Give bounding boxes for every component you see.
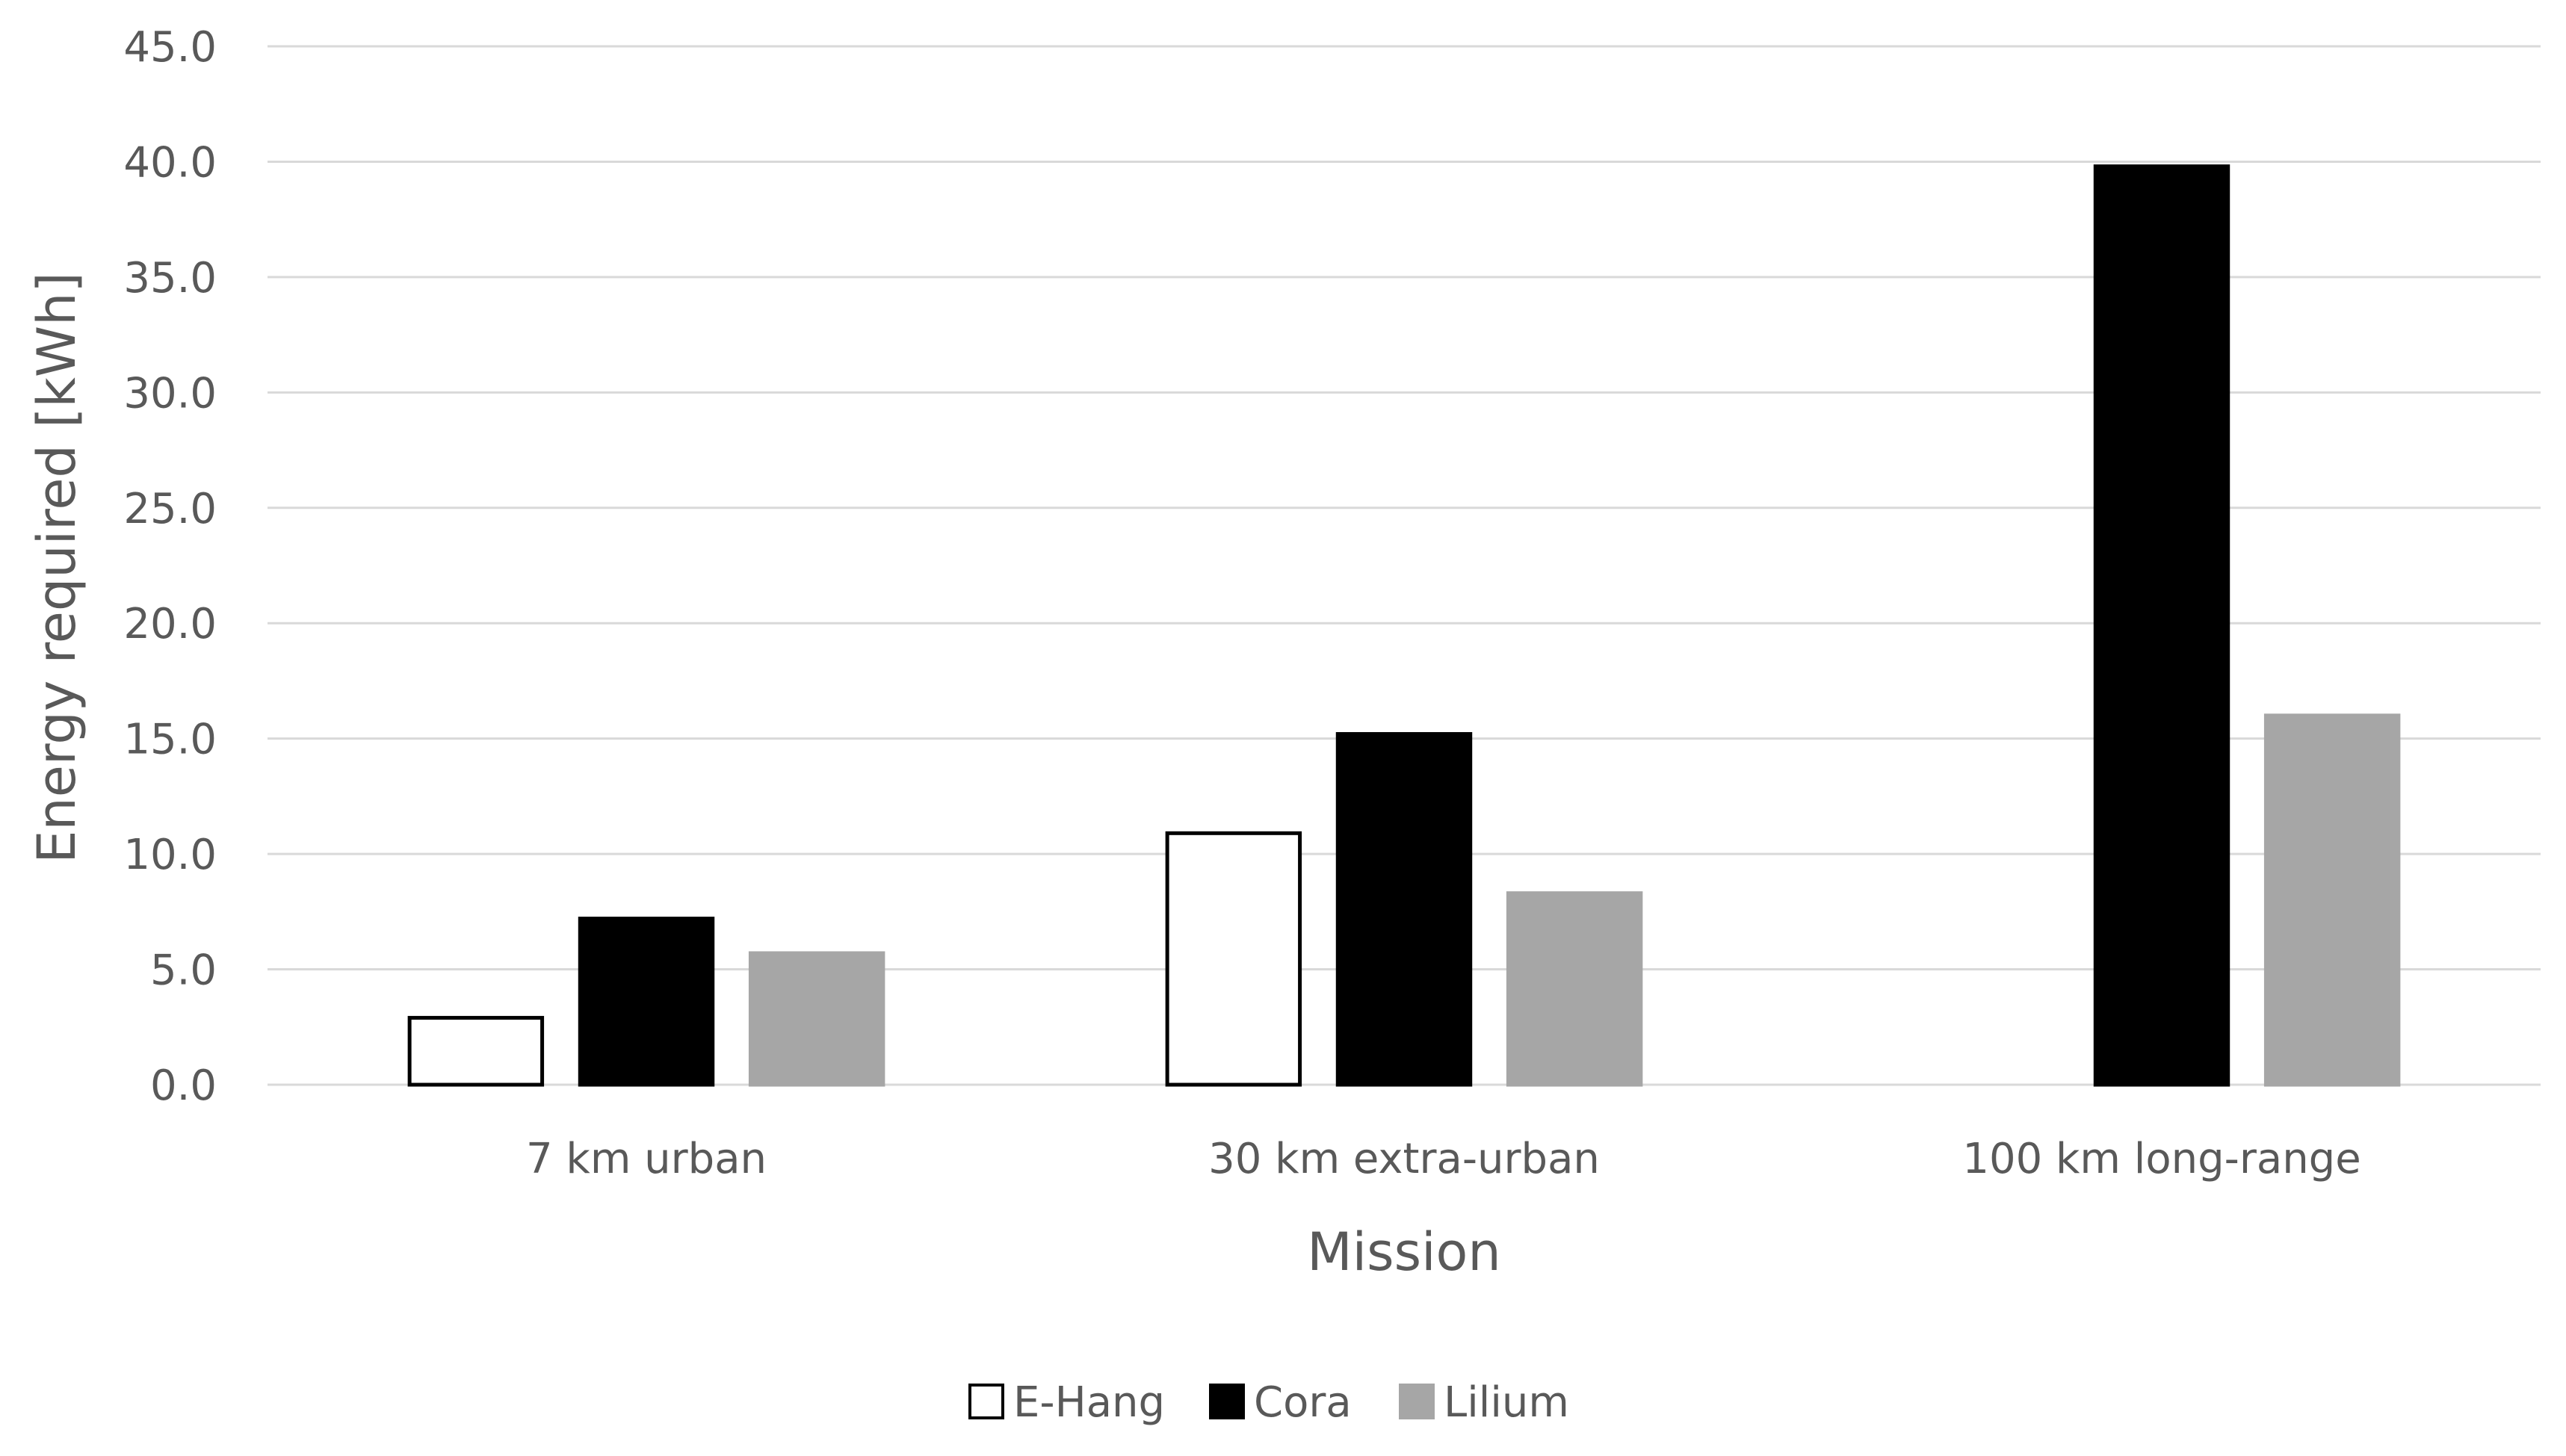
x-tick-label: 30 km extra-urban (1208, 1135, 1600, 1183)
y-tick-label: 5.0 (150, 947, 217, 995)
legend-swatch-cora (1209, 1384, 1245, 1419)
legend-swatch-e-hang (968, 1384, 1004, 1419)
y-axis-ticks: 0.0 5.0 10.0 15.0 20.0 25.0 30.0 35.0 40.0 45.0 (123, 23, 217, 1110)
bar-e-hang-0 (407, 1015, 545, 1087)
bars (407, 164, 2401, 1087)
bar-cora-2 (2093, 164, 2230, 1087)
legend-label-cora: Cora (1254, 1378, 1352, 1427)
bar-lilium-2 (2263, 713, 2401, 1087)
legend-swatch-lilium (1399, 1384, 1435, 1419)
bar-e-hang-1 (1165, 831, 1302, 1087)
legend-label-lilium: Lilium (1444, 1378, 1569, 1427)
y-tick-label: 25.0 (123, 485, 217, 533)
y-tick-label: 0.0 (150, 1062, 217, 1110)
bar-cora-1 (1335, 731, 1473, 1087)
y-tick-label: 35.0 (123, 254, 217, 303)
bar-lilium-0 (748, 951, 885, 1087)
y-tick-label: 20.0 (123, 600, 217, 648)
x-tick-label: 100 km long-range (1962, 1135, 2361, 1183)
y-tick-label: 45.0 (123, 23, 217, 72)
x-axis-ticks: 7 km urban 30 km extra-urban 100 km long-r… (526, 1135, 2361, 1183)
x-axis-title: Mission (1307, 1221, 1500, 1283)
y-axis-title: Energy required [kWh] (26, 272, 87, 864)
y-tick-label: 30.0 (123, 369, 217, 418)
bar-lilium-1 (1506, 891, 1643, 1087)
y-tick-label: 40.0 (123, 138, 217, 187)
legend-label-e-hang: E-Hang (1013, 1378, 1165, 1427)
legend: E-Hang Cora Lilium (968, 1378, 1569, 1427)
x-tick-label: 7 km urban (526, 1135, 767, 1183)
bar-cora-0 (578, 917, 715, 1087)
y-tick-label: 10.0 (123, 831, 217, 879)
y-tick-label: 15.0 (123, 716, 217, 764)
